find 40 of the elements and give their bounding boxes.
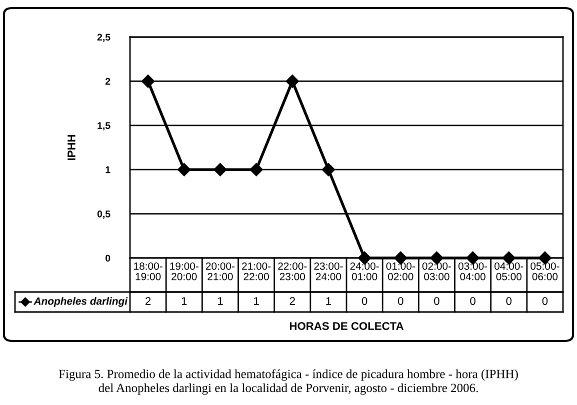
y-tick-label: 1,5 [98, 122, 110, 130]
x-tick-label: 21:00- 22:00 [242, 262, 271, 280]
data-label: 1 [254, 297, 259, 305]
x-tick-label: 05:00- 06:00 [530, 262, 560, 280]
y-tick-label: 1 [106, 166, 110, 174]
x-tick-label: 20:00- 21:00 [206, 262, 235, 280]
y-tick-label: 2,5 [97, 34, 110, 42]
point [214, 163, 227, 176]
point [178, 163, 191, 176]
x-tick-label: 24:00- 01:00 [350, 262, 379, 280]
data-label: 0 [362, 297, 368, 305]
y-axis-title: IPHH [68, 134, 76, 160]
data-label: 0 [542, 297, 548, 305]
data-label: 0 [506, 297, 512, 305]
data-label: 2 [146, 297, 151, 305]
x-tick-label: 23:00- 24:00 [314, 262, 343, 280]
point [286, 74, 299, 88]
x-tick-label: 22:00- 23:00 [278, 262, 307, 280]
y-tick-label: 2 [105, 78, 110, 85]
y-tick-label: 0 [106, 254, 110, 262]
x-axis-title: HORAS DE COLECTA [290, 322, 404, 330]
data-label: 0 [398, 297, 404, 305]
point [250, 163, 263, 176]
x-tick-label: 19:00- 20:00 [170, 262, 198, 280]
point [141, 74, 155, 88]
data-label: 1 [182, 297, 187, 305]
data-label: 1 [218, 297, 223, 305]
text: Figura 5. Promedio de la actividad hematofágica - índice de picadura hombre - hora (IPHH) del Anopheles darlingi en la localidad de Porvenir, agosto - diciembre 2006. [58, 369, 518, 395]
legend-label: Anopheles darlingi [34, 297, 128, 307]
x-tick-label: 04:00- 05:00 [494, 262, 524, 280]
x-tick-label: 02:00- 03:00 [422, 262, 452, 280]
x-tick-label: 03:00- 04:00 [458, 262, 488, 280]
y-tick-label: 0,5 [97, 210, 110, 219]
data-label: 0 [470, 297, 476, 305]
data-label: 0 [434, 297, 440, 305]
data-label: 1 [326, 297, 332, 305]
x-tick-label: 18:00- 19:00 [134, 262, 162, 280]
data-label: 2 [290, 297, 295, 305]
x-tick-label: 01:00- 02:00 [386, 262, 415, 280]
point [322, 163, 336, 176]
